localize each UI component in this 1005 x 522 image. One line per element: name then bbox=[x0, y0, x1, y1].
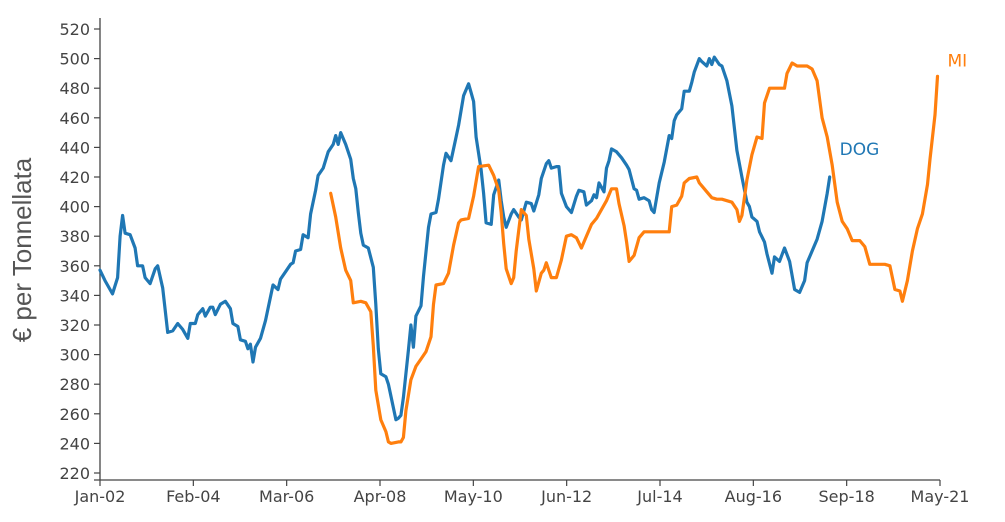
x-tick-label: Sep-18 bbox=[819, 487, 875, 506]
series-label-layer: DOG MI bbox=[840, 51, 968, 160]
y-tick-label: 220 bbox=[59, 464, 90, 483]
x-axis: Jan-02 Feb-04 Mar-06 Apr-08 May-10 Jun-12 Jul-… bbox=[74, 479, 970, 506]
x-tick-label: Mar-06 bbox=[259, 487, 314, 506]
x-tick-label: Jun-12 bbox=[540, 487, 592, 506]
y-axis-title: € per Tonnellata bbox=[7, 157, 37, 342]
x-tick-label: Apr-08 bbox=[354, 487, 407, 506]
series-label-dog: DOG bbox=[840, 140, 880, 160]
series-layer bbox=[98, 55, 940, 445]
y-tick-label: 440 bbox=[59, 138, 90, 157]
y-tick-label: 320 bbox=[59, 316, 90, 335]
y-tick-label: 360 bbox=[59, 257, 90, 276]
x-tick-label: Aug-16 bbox=[725, 487, 782, 506]
x-tick-label: Jan-02 bbox=[74, 487, 126, 506]
y-axis: 220 240 260 280 300 320 340 360 380 400 420 440 460 4… bbox=[59, 18, 101, 483]
y-tick-label: 260 bbox=[59, 405, 90, 424]
y-tick-label: 520 bbox=[59, 20, 90, 39]
y-tick-label: 480 bbox=[59, 79, 90, 98]
x-tick-label: Feb-04 bbox=[166, 487, 220, 506]
y-tick-label: 300 bbox=[59, 346, 90, 365]
x-tick-label: May-10 bbox=[444, 487, 503, 506]
x-tick-label: Jul-14 bbox=[636, 487, 682, 506]
y-tick-label: 420 bbox=[59, 168, 90, 187]
y-tick-label: 400 bbox=[59, 198, 90, 217]
series-line-mi bbox=[329, 61, 940, 445]
y-tick-label: 280 bbox=[59, 375, 90, 394]
y-tick-label: 500 bbox=[59, 50, 90, 69]
x-tick-label: May-21 bbox=[911, 487, 970, 506]
series-line-dog bbox=[98, 55, 832, 422]
y-tick-label: 380 bbox=[59, 227, 90, 246]
y-tick-label: 340 bbox=[59, 286, 90, 305]
y-tick-label: 460 bbox=[59, 109, 90, 128]
y-tick-label: 240 bbox=[59, 434, 90, 453]
series-label-mi: MI bbox=[947, 51, 967, 71]
